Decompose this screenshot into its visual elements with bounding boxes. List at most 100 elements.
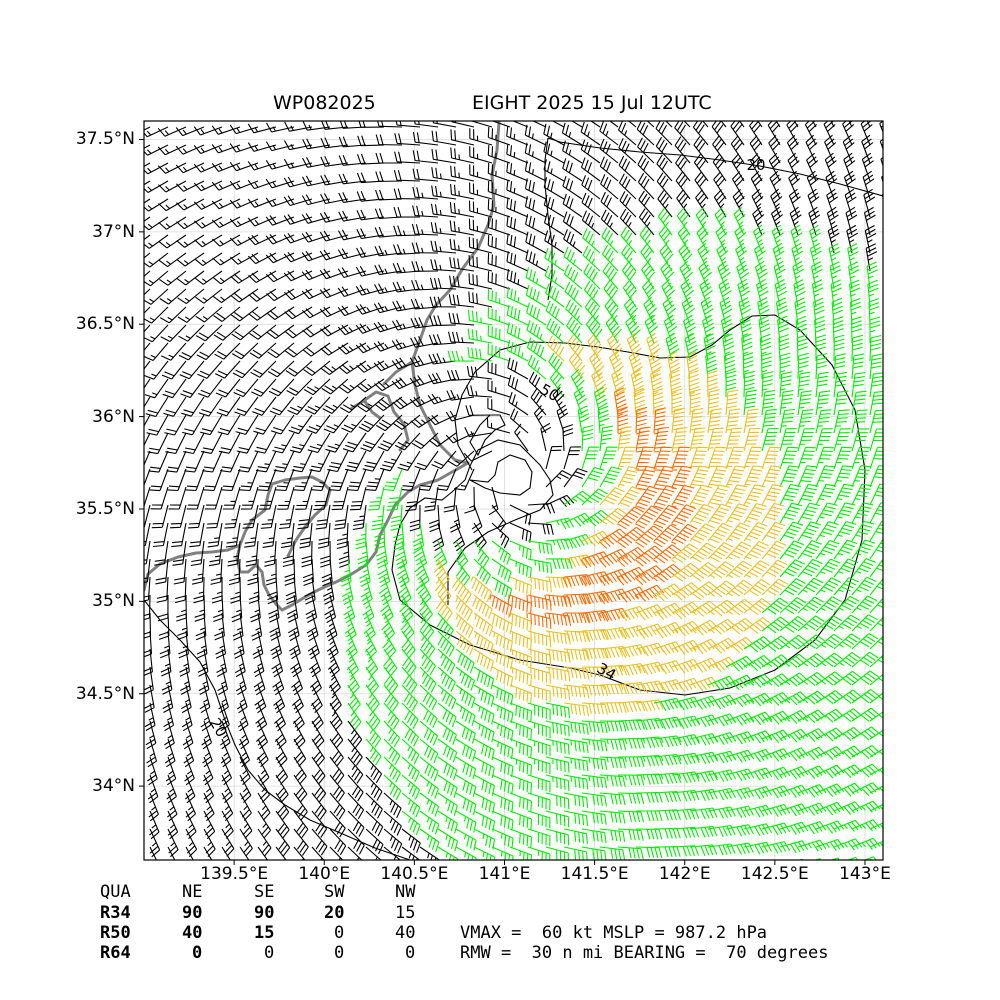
wind-barb — [524, 178, 547, 200]
wind-barb — [736, 260, 750, 290]
wind-barb — [635, 485, 660, 510]
wind-barb — [653, 602, 683, 620]
wind-barb — [851, 670, 879, 686]
wind-barb — [456, 865, 476, 886]
wind-barb — [437, 738, 458, 763]
wind-barb — [707, 427, 724, 452]
wind-barb — [634, 565, 664, 586]
wind-barb — [266, 122, 295, 133]
wind-barb — [308, 648, 321, 678]
wind-barb — [549, 369, 565, 398]
wind-barb — [301, 540, 313, 568]
wind-barb — [581, 810, 607, 825]
wind-barb — [231, 594, 243, 623]
wind-barb — [401, 666, 418, 694]
wind-barb — [635, 828, 663, 840]
wind-barb — [851, 428, 869, 452]
wind-barb — [171, 522, 187, 548]
wind-barb — [144, 630, 153, 658]
wind-barb — [392, 262, 421, 274]
wind-barb — [861, 152, 874, 182]
wind-barb — [562, 176, 583, 200]
wind-barb — [528, 371, 547, 398]
wind-barb — [175, 144, 205, 155]
wind-barb — [689, 446, 708, 470]
wind-barb — [665, 332, 680, 362]
wind-barb — [177, 306, 205, 323]
wind-barb — [193, 576, 205, 604]
wind-barb — [275, 774, 289, 803]
wind-barb — [725, 484, 748, 506]
wind-barb — [487, 307, 511, 326]
wind-barb — [882, 211, 883, 216]
wind-barb — [635, 792, 663, 803]
wind-barb — [211, 216, 241, 228]
wind-barb — [144, 342, 151, 352]
wind-barb — [509, 666, 533, 686]
wind-barb — [355, 522, 367, 550]
wind-barb — [455, 846, 477, 860]
wind-barb — [401, 792, 421, 818]
wind-barb — [738, 121, 745, 128]
wind-barb — [888, 466, 907, 487]
wind-barb — [144, 666, 154, 695]
wind-barb — [833, 577, 859, 596]
wind-barb — [299, 522, 313, 549]
wind-barb — [563, 648, 590, 661]
wind-barb — [287, 612, 300, 642]
wind-barb — [545, 846, 569, 860]
wind-barb — [216, 396, 241, 417]
wind-barb — [468, 273, 493, 290]
wind-barb — [185, 810, 197, 840]
wind-barb — [211, 577, 223, 604]
wind-barb — [264, 540, 277, 567]
wind-barb — [789, 206, 802, 236]
wind-barb — [356, 209, 385, 221]
wind-barb — [888, 410, 904, 433]
table-header-nw: NW — [395, 882, 416, 902]
wind-barb — [374, 283, 403, 295]
wind-barb — [699, 278, 713, 308]
wind-barb — [383, 468, 403, 491]
y-tick-label: 34°N — [92, 776, 135, 797]
wind-barb — [743, 560, 770, 578]
wind-barb — [473, 522, 487, 551]
wind-barb — [265, 270, 295, 283]
wind-barb — [374, 522, 386, 550]
wind-barb — [506, 233, 529, 254]
wind-barb — [265, 141, 295, 152]
wind-barb — [545, 283, 565, 308]
wind-barb — [582, 228, 601, 254]
wind-barb — [149, 810, 160, 840]
wind-contours — [144, 137, 883, 860]
wind-barb — [473, 648, 494, 672]
wind-barb — [144, 360, 151, 370]
wind-barb — [843, 170, 856, 200]
wind-barb — [303, 378, 331, 396]
wind-barb — [868, 298, 880, 326]
wind-barb — [563, 684, 590, 698]
wind-barb — [325, 432, 349, 453]
wind-barb — [414, 558, 430, 588]
wind-barb — [707, 408, 722, 434]
wind-barb — [563, 533, 593, 549]
wind-barb — [888, 596, 913, 614]
wind-barb — [761, 521, 786, 542]
wind-barb — [563, 512, 593, 527]
wind-barb — [405, 486, 421, 512]
wind-barb — [718, 278, 732, 308]
wind-barb — [830, 279, 842, 308]
wind-barb — [851, 520, 875, 542]
wind-barb — [580, 157, 601, 182]
wind-barb — [293, 828, 309, 856]
wind-barb — [491, 540, 511, 565]
wind-barb — [419, 774, 439, 799]
wind-barb — [374, 264, 403, 276]
wind-barb — [487, 235, 511, 254]
wind-barb — [653, 621, 683, 639]
wind-barb — [851, 390, 867, 416]
wind-barb — [888, 336, 900, 361]
wind-barb — [618, 138, 637, 164]
wind-barb — [491, 648, 514, 670]
wind-barb — [833, 520, 857, 542]
